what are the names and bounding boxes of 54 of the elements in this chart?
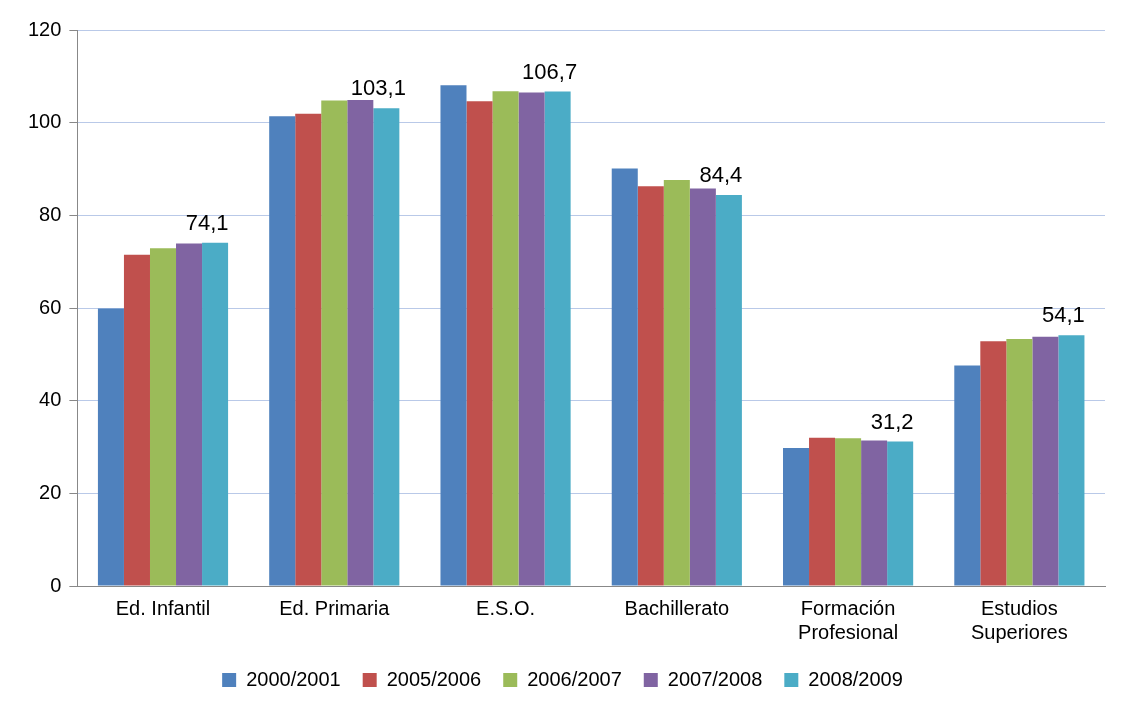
x-tick-label: Formación Profesional (798, 596, 899, 643)
data-label: 74,1 (185, 209, 229, 235)
bar (544, 91, 571, 586)
legend-label: 2005/2006 (386, 667, 482, 690)
y-tick-label: 0 (50, 573, 62, 596)
bar (149, 248, 177, 586)
legend-label: 2000/2001 (246, 667, 341, 690)
bar (202, 242, 229, 586)
bar (954, 365, 981, 586)
bar (123, 254, 150, 586)
x-tick-label: E.S.O. (476, 596, 535, 619)
bar (887, 441, 914, 586)
y-tick-label: 80 (39, 202, 62, 225)
data-label: 106,7 (522, 58, 578, 84)
bar (783, 447, 810, 586)
bar (980, 341, 1007, 586)
bar (97, 308, 124, 586)
bar (321, 100, 348, 586)
y-tick-label: 60 (39, 295, 62, 318)
bar (637, 186, 664, 586)
data-label: 103,1 (350, 75, 406, 101)
bar (466, 101, 493, 586)
bar (1032, 336, 1059, 586)
bar (295, 113, 322, 586)
legend-label: 2006/2007 (527, 667, 622, 690)
bar (373, 108, 400, 586)
y-tick-label: 20 (39, 480, 62, 503)
bar (176, 243, 203, 586)
x-tick-label: Estudios Superiores (971, 596, 1068, 643)
bar (809, 437, 836, 586)
bar (689, 188, 716, 586)
x-tick-label: Ed. Primaria (279, 596, 391, 619)
bar (1006, 339, 1033, 586)
y-tick-label: 40 (39, 388, 62, 411)
legend-label: 2007/2008 (667, 667, 763, 690)
bar (492, 91, 519, 586)
y-tick-label: 120 (27, 17, 62, 40)
bar (347, 99, 374, 586)
x-tick-label: Bachillerato (624, 596, 730, 619)
y-tick-label: 100 (27, 110, 62, 133)
bar (518, 92, 545, 586)
data-label: 54,1 (1042, 302, 1085, 328)
bar (269, 116, 296, 586)
bar (835, 438, 862, 586)
data-label: 84,4 (699, 162, 743, 188)
bar (611, 168, 638, 586)
bar (440, 85, 467, 586)
legend-label: 2008/2009 (808, 667, 903, 690)
bar (861, 440, 888, 586)
bar (715, 194, 742, 586)
bar (1058, 335, 1085, 586)
x-tick-label: Ed. Infantil (115, 596, 211, 619)
data-label: 31,2 (870, 408, 914, 434)
bar (663, 180, 690, 586)
